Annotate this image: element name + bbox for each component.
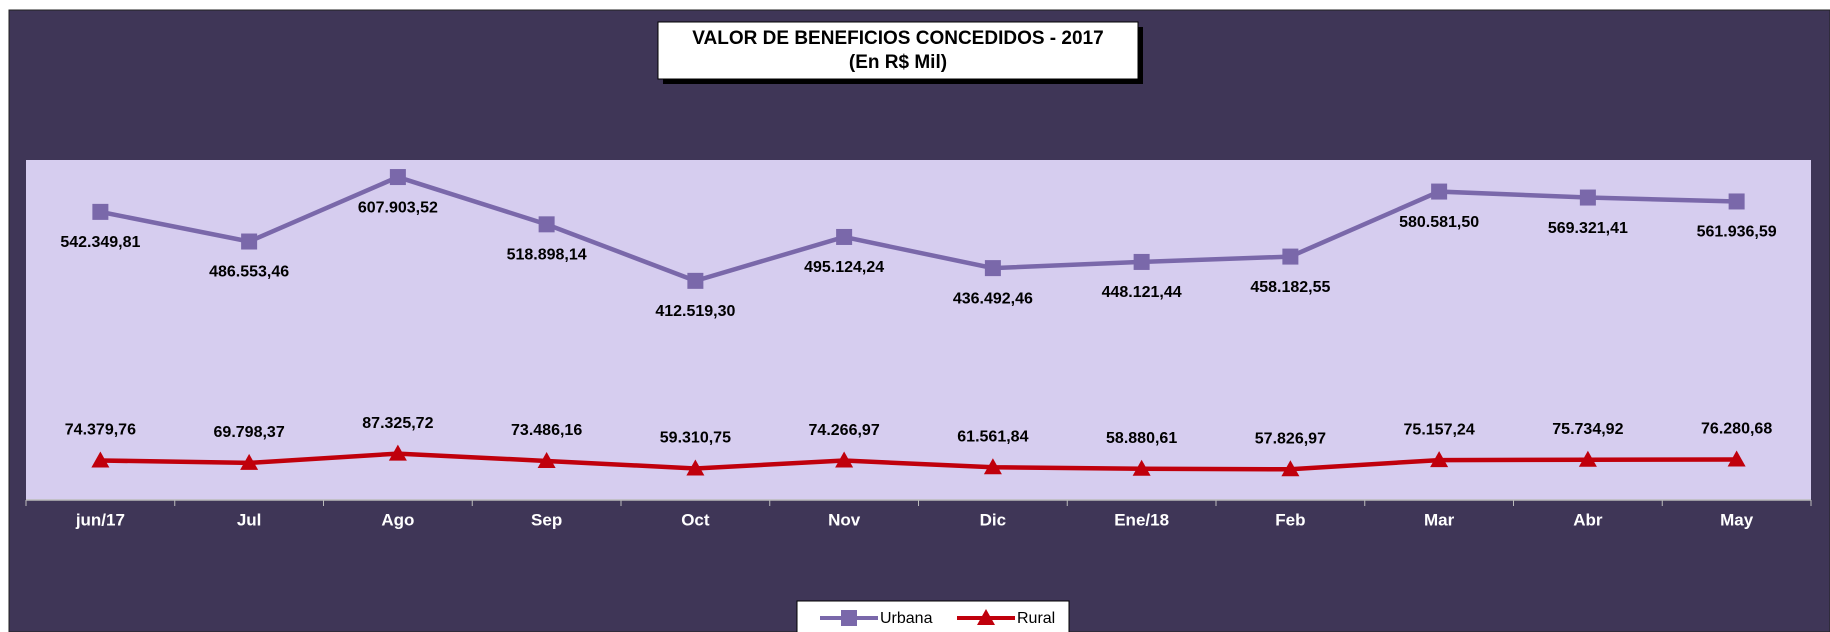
data-point bbox=[835, 451, 854, 468]
x-tick-label: Abr bbox=[1573, 510, 1603, 529]
chart-subtitle: (En R$ Mil) bbox=[849, 52, 947, 73]
data-label: 412.519,30 bbox=[655, 303, 735, 320]
data-point bbox=[686, 459, 705, 476]
data-point bbox=[1133, 253, 1150, 270]
x-tick-label: jun/17 bbox=[75, 510, 125, 529]
legend-marker bbox=[977, 609, 995, 625]
x-tick-label: Feb bbox=[1275, 510, 1305, 529]
data-label: 607.903,52 bbox=[358, 199, 438, 216]
data-point bbox=[983, 458, 1002, 475]
data-label: 580.581,50 bbox=[1399, 214, 1479, 231]
data-label: 75.734,92 bbox=[1552, 421, 1623, 438]
data-label: 75.157,24 bbox=[1404, 421, 1475, 438]
data-label: 542.349,81 bbox=[60, 234, 140, 251]
data-label: 486.553,46 bbox=[209, 264, 289, 281]
data-label: 458.182,55 bbox=[1250, 279, 1330, 296]
data-point bbox=[1281, 460, 1300, 477]
data-label: 518.898,14 bbox=[507, 247, 587, 264]
data-point bbox=[538, 216, 555, 233]
data-point bbox=[1727, 450, 1746, 467]
plot-area bbox=[26, 160, 1811, 500]
x-tick-label: Ago bbox=[381, 510, 414, 529]
x-tick-label: Dic bbox=[980, 510, 1006, 529]
data-point bbox=[836, 228, 853, 245]
data-point bbox=[1728, 193, 1745, 210]
data-point bbox=[1430, 451, 1449, 468]
x-tick-label: Sep bbox=[531, 510, 562, 529]
data-label: 69.798,37 bbox=[214, 424, 285, 441]
legend-marker bbox=[841, 610, 857, 626]
title-box bbox=[657, 21, 1139, 80]
legend-label: Urbana bbox=[880, 610, 933, 627]
series-line bbox=[100, 451, 1737, 472]
data-label: 57.826,97 bbox=[1255, 430, 1326, 447]
data-point bbox=[984, 260, 1001, 277]
data-label: 87.325,72 bbox=[362, 415, 433, 432]
x-tick-label: Jul bbox=[237, 510, 262, 529]
data-point bbox=[1431, 183, 1448, 200]
data-label: 73.486,16 bbox=[511, 422, 582, 439]
x-tick-label: May bbox=[1720, 510, 1754, 529]
data-label: 448.121,44 bbox=[1102, 284, 1182, 301]
data-label: 561.936,59 bbox=[1697, 224, 1777, 241]
x-tick-label: Ene/18 bbox=[1114, 510, 1169, 529]
data-label: 59.310,75 bbox=[660, 430, 731, 447]
data-label: 76.280,68 bbox=[1701, 421, 1772, 438]
data-point bbox=[687, 272, 704, 289]
series-line bbox=[99, 174, 1737, 284]
data-label: 436.492,46 bbox=[953, 290, 1033, 307]
data-point bbox=[92, 203, 109, 220]
data-point bbox=[389, 169, 406, 186]
x-tick-label: Oct bbox=[681, 510, 710, 529]
data-point bbox=[1578, 450, 1597, 467]
data-point bbox=[240, 453, 259, 470]
data-point bbox=[91, 451, 110, 468]
data-point bbox=[388, 444, 407, 461]
data-point bbox=[1282, 248, 1299, 265]
data-label: 58.880,61 bbox=[1106, 430, 1177, 447]
x-tick-label: Mar bbox=[1424, 510, 1455, 529]
data-label: 61.561,84 bbox=[957, 429, 1028, 446]
x-tick-label: Nov bbox=[828, 510, 861, 529]
data-point bbox=[241, 233, 258, 250]
legend-label: Rural bbox=[1017, 610, 1055, 627]
data-point bbox=[537, 451, 556, 468]
chart-title: VALOR DE BENEFICIOS CONCEDIDOS - 2017 bbox=[692, 28, 1103, 49]
data-label: 569.321,41 bbox=[1548, 220, 1628, 237]
data-label: 74.266,97 bbox=[809, 422, 880, 439]
data-label: 74.379,76 bbox=[65, 422, 136, 439]
data-point bbox=[1579, 189, 1596, 206]
data-label: 495.124,24 bbox=[804, 259, 884, 276]
data-point bbox=[1132, 459, 1151, 476]
